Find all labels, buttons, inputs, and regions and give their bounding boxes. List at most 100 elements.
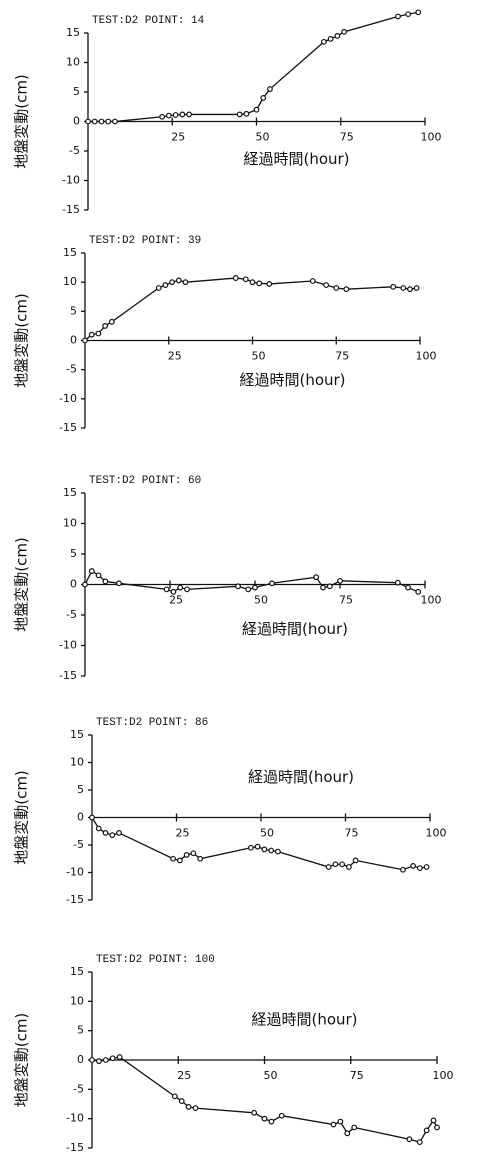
data-point	[330, 1121, 337, 1128]
data-point	[268, 847, 275, 854]
data-line	[91, 1056, 438, 1143]
data-point	[337, 1118, 344, 1125]
data-point	[108, 318, 115, 325]
data-point	[323, 282, 330, 288]
data-point	[235, 583, 241, 590]
data-point	[95, 330, 102, 337]
y-tick-label: -10	[66, 866, 84, 879]
x-tick-label: 25	[177, 1069, 191, 1082]
data-point	[88, 568, 95, 574]
data-line	[88, 11, 419, 123]
chart-title: TEST:D2 POINT: 100	[96, 954, 215, 966]
chart-title: TEST:D2 POINT: 86	[96, 717, 208, 729]
data-point	[82, 337, 88, 344]
x-axis-label: 経過時間(hour)	[251, 1011, 357, 1029]
y-tick-label: 0	[77, 1053, 84, 1066]
data-point	[416, 865, 423, 871]
data-point	[321, 38, 327, 45]
data-point	[313, 574, 320, 581]
data-point	[155, 285, 162, 291]
chart-title: TEST:D2 POINT: 39	[89, 235, 201, 247]
data-point	[185, 1104, 192, 1110]
data-point	[192, 1105, 199, 1112]
y-tick-label: 5	[73, 85, 80, 98]
data-point	[175, 277, 182, 284]
data-point	[261, 846, 268, 853]
data-point	[430, 1117, 437, 1124]
data-point	[112, 118, 118, 125]
y-tick-label: -10	[59, 392, 77, 405]
y-tick-label: -10	[62, 174, 80, 187]
data-point	[89, 814, 95, 821]
data-point	[172, 112, 179, 118]
x-tick-label: 100	[421, 594, 442, 607]
data-point	[190, 850, 197, 857]
data-point	[405, 584, 411, 591]
data-point	[413, 285, 420, 291]
data-point	[85, 118, 91, 125]
data-point	[95, 1058, 102, 1065]
data-point	[177, 584, 184, 591]
data-point	[261, 1115, 268, 1122]
data-point	[109, 1055, 116, 1062]
data-point	[423, 1127, 430, 1134]
chart-title: TEST:D2 POINT: 14	[92, 15, 205, 27]
y-tick-label: -15	[59, 669, 77, 682]
data-point	[249, 279, 256, 286]
data-point	[89, 1057, 95, 1063]
x-axis-label: 経過時間(hour)	[248, 768, 354, 786]
data-point	[345, 864, 352, 870]
data-point	[343, 286, 350, 293]
data-point	[165, 112, 172, 119]
data-point	[95, 572, 102, 579]
data-point	[232, 275, 239, 281]
y-tick-label: 10	[63, 517, 77, 530]
data-point	[116, 830, 122, 836]
data-point	[98, 118, 105, 125]
data-point	[309, 278, 316, 284]
data-point	[102, 323, 108, 329]
data-point	[333, 285, 340, 291]
data-point	[320, 584, 326, 591]
x-tick-label: 25	[169, 594, 183, 607]
data-point	[253, 106, 260, 113]
data-point	[406, 1136, 413, 1143]
data-point	[88, 331, 95, 338]
y-tick-label: -15	[59, 421, 77, 434]
y-tick-label: -15	[66, 1141, 84, 1154]
data-point	[256, 280, 263, 287]
data-point	[269, 580, 275, 587]
y-tick-label: -5	[73, 838, 84, 851]
data-point	[400, 285, 407, 291]
data-point	[179, 111, 186, 118]
data-point	[332, 861, 339, 868]
data-point	[410, 863, 417, 869]
data-point	[170, 855, 177, 862]
x-axis-label: 経過時間(hour)	[239, 371, 345, 389]
data-point	[415, 588, 422, 595]
data-point	[266, 281, 273, 287]
data-point	[102, 1057, 109, 1063]
x-axis-label: 経過時間(hour)	[242, 620, 348, 638]
data-point	[415, 9, 422, 16]
y-tick-label: 15	[63, 246, 77, 259]
data-point	[407, 286, 413, 293]
data-point	[82, 581, 88, 588]
y-tick-label: 5	[70, 547, 77, 560]
data-point	[236, 111, 243, 118]
y-tick-label: -5	[66, 608, 77, 621]
y-axis-label: 地盤変動(cm)	[13, 293, 31, 388]
x-tick-label: 100	[433, 1069, 454, 1082]
data-point	[178, 1098, 185, 1104]
data-point	[95, 825, 102, 832]
y-axis-label: 地盤変動(cm)	[13, 74, 31, 169]
data-point	[186, 111, 193, 118]
y-tick-label: 5	[70, 304, 77, 317]
x-tick-label: 75	[350, 1069, 364, 1082]
data-point	[352, 857, 359, 864]
data-point	[267, 86, 273, 92]
x-tick-label: 50	[252, 350, 266, 363]
x-tick-label: 25	[176, 827, 190, 840]
data-point	[116, 580, 122, 587]
